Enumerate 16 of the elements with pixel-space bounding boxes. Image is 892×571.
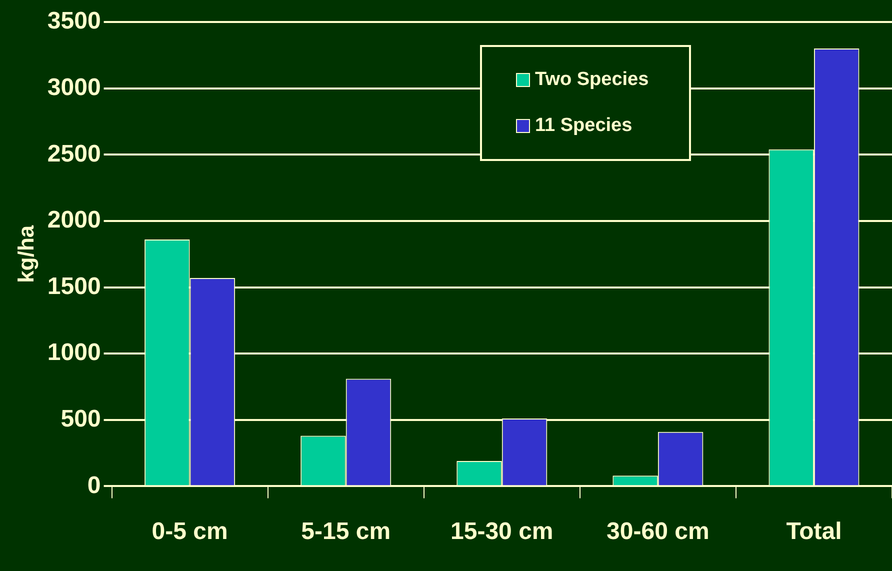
y-tick-label: 2000 (47, 206, 101, 234)
y-tick-label: 3500 (47, 8, 101, 35)
y-axis-title: kg/ha (13, 224, 38, 283)
x-tick-label: 15-30 cm (450, 518, 554, 546)
y-tick-label: 1500 (47, 272, 101, 300)
y-tick-label: 1000 (47, 339, 101, 366)
x-tick-label: Total (786, 518, 842, 546)
y-tick-label: 500 (60, 406, 101, 433)
y-tick-label: 2500 (47, 140, 101, 168)
x-tick-label: 0-5 cm (152, 518, 228, 546)
legend-label: 11 Species (535, 115, 632, 137)
y-tick-label: 0 (87, 472, 101, 499)
x-tick-label: 30-60 cm (606, 518, 710, 546)
x-tick-label: 5-15 cm (301, 518, 391, 546)
legend-label: Two Species (535, 69, 649, 91)
y-tick-label: 3000 (47, 74, 101, 101)
